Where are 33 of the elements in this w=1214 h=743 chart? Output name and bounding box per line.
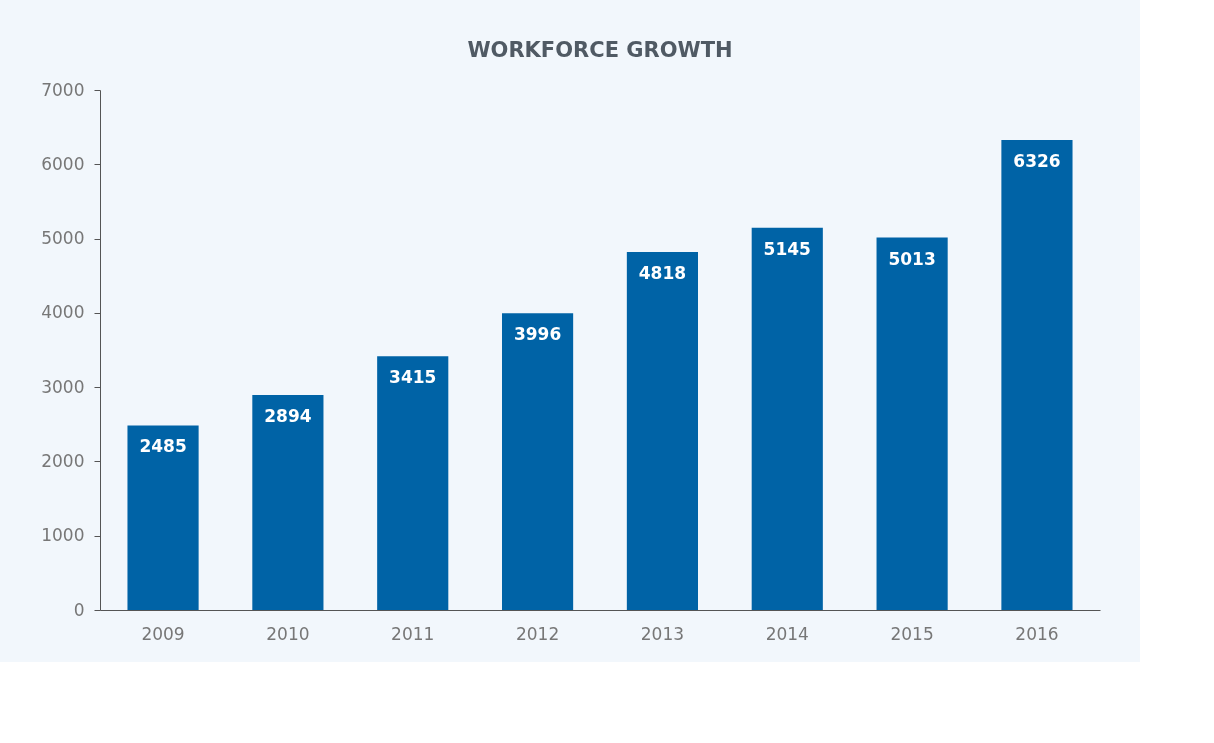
y-tick-label: 6000 — [41, 153, 85, 174]
data-label: 6326 — [1013, 151, 1061, 172]
data-label: 5145 — [763, 238, 811, 259]
data-label: 3996 — [513, 324, 562, 345]
bar — [626, 252, 698, 610]
x-tick-label: 2010 — [266, 623, 310, 644]
x-tick-label: 2013 — [640, 623, 685, 644]
bar — [751, 227, 823, 610]
bar — [502, 313, 574, 610]
x-tick-label: 2015 — [890, 623, 934, 644]
y-tick-label: 0 — [73, 599, 85, 620]
bar — [127, 425, 199, 610]
x-tick-label: 2009 — [141, 623, 185, 644]
bar — [377, 356, 449, 610]
y-tick-label: 5000 — [41, 228, 85, 249]
y-tick-label: 4000 — [41, 302, 85, 323]
data-label: 5013 — [888, 248, 936, 269]
data-label: 3415 — [389, 367, 437, 388]
bar — [876, 237, 948, 610]
data-label: 2894 — [264, 406, 312, 427]
y-tick-label: 7000 — [41, 79, 85, 100]
y-tick-label: 3000 — [41, 376, 85, 397]
x-tick-label: 2011 — [391, 623, 435, 644]
y-tick-label: 1000 — [41, 525, 85, 546]
x-tick-label: 2014 — [765, 623, 809, 644]
x-tick-label: 2016 — [1015, 623, 1059, 644]
chart-title: WORKFORCE GROWTH — [467, 38, 733, 62]
data-label: 2485 — [139, 436, 187, 457]
bar — [1001, 140, 1073, 610]
bar — [252, 395, 324, 610]
x-tick-label: 2012 — [515, 623, 560, 644]
y-tick-label: 2000 — [41, 450, 85, 471]
data-label: 4818 — [638, 263, 687, 284]
